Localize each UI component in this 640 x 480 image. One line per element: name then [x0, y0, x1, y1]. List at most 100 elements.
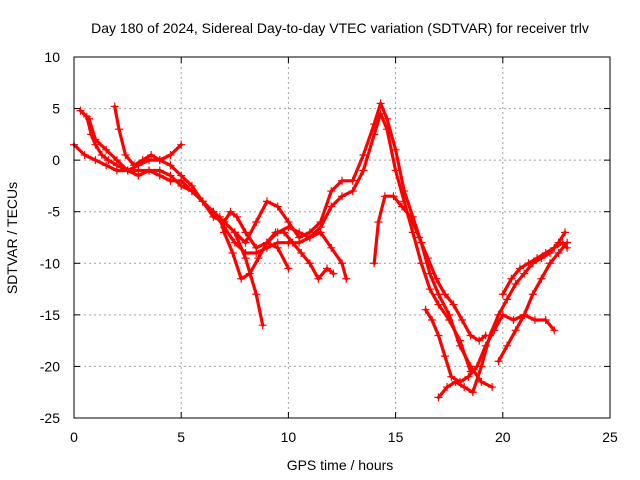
- data-point: [550, 326, 559, 335]
- data-point: [520, 310, 529, 319]
- y-tick-label: 5: [52, 101, 60, 117]
- data-point: [155, 156, 164, 165]
- chart-title: Day 180 of 2024, Sidereal Day-to-day VTE…: [91, 20, 589, 36]
- data-point: [91, 156, 100, 165]
- data-point: [262, 197, 271, 206]
- data-point: [230, 228, 239, 237]
- data-point: [177, 140, 186, 149]
- data-point: [252, 248, 261, 257]
- data-point: [284, 264, 293, 273]
- data-point: [123, 166, 132, 175]
- data-point: [273, 202, 282, 211]
- data-point: [455, 336, 464, 345]
- data-point: [102, 145, 111, 154]
- data-point: [305, 233, 314, 242]
- data-point: [400, 197, 409, 206]
- data-point: [177, 171, 186, 180]
- x-tick-label: 15: [388, 429, 404, 445]
- data-point: [342, 274, 351, 283]
- data-point: [524, 259, 533, 268]
- x-tick-label: 10: [281, 429, 297, 445]
- data-point: [97, 150, 106, 159]
- data-point: [398, 202, 407, 211]
- data-point: [509, 316, 518, 325]
- data-point: [498, 290, 507, 299]
- y-tick-label: 0: [52, 152, 60, 168]
- y-tick-label: -10: [40, 255, 60, 271]
- data-point: [376, 109, 385, 118]
- data-point: [187, 181, 196, 190]
- data-point: [475, 336, 484, 345]
- data-point: [338, 176, 346, 185]
- data-point: [380, 192, 389, 201]
- data-point: [541, 248, 550, 257]
- data-point: [348, 176, 357, 185]
- data-point: [329, 269, 338, 278]
- data-point: [563, 243, 572, 252]
- plot-frame: [73, 56, 611, 419]
- data-point: [166, 171, 175, 180]
- x-tick-label: 5: [177, 429, 185, 445]
- data-point: [297, 248, 306, 257]
- data-point: [166, 161, 175, 170]
- data-point: [494, 357, 503, 366]
- series-sat-08: [370, 192, 490, 345]
- data-point: [134, 171, 143, 180]
- data-point: [406, 212, 415, 221]
- tick-layer: 0 5 10 15 20 25 -25 -20 -15 -10 -5 0 5 10: [40, 49, 618, 445]
- data-point: [449, 300, 458, 309]
- data-point: [425, 285, 434, 294]
- data-point: [145, 166, 154, 175]
- y-tick-label: 10: [44, 49, 60, 65]
- data-point: [245, 269, 254, 278]
- y-tick-label: -5: [48, 204, 61, 220]
- data-point: [314, 274, 323, 283]
- data-point: [230, 238, 239, 247]
- data-point: [511, 279, 520, 288]
- series-sat-04: [110, 102, 351, 283]
- data-point: [528, 290, 537, 299]
- data-point: [102, 161, 111, 170]
- data-point: [237, 274, 246, 283]
- x-axis-label: GPS time / hours: [287, 457, 394, 473]
- data-point: [110, 102, 119, 111]
- data-point: [215, 212, 224, 221]
- series-trace: [265, 112, 473, 374]
- data-point: [327, 187, 336, 196]
- x-tick-label: 20: [495, 429, 511, 445]
- x-tick-label: 0: [70, 429, 78, 445]
- data-point: [338, 192, 346, 201]
- data-point: [458, 316, 467, 325]
- data-point: [440, 352, 449, 361]
- data-point: [209, 207, 218, 216]
- y-tick-label: -25: [40, 410, 60, 426]
- data-point: [415, 233, 424, 242]
- data-point: [533, 254, 542, 263]
- data-point: [338, 259, 346, 268]
- data-point: [295, 228, 304, 237]
- data-point: [468, 388, 477, 397]
- data-point: [451, 377, 460, 386]
- data-point: [485, 331, 494, 340]
- data-point: [121, 150, 130, 159]
- data-point: [262, 238, 271, 247]
- data-point: [226, 207, 235, 216]
- data-point: [511, 326, 520, 335]
- data-point: [515, 264, 524, 273]
- series-trace: [78, 108, 265, 327]
- data-point: [288, 238, 297, 247]
- data-point: [550, 243, 559, 252]
- data-point: [241, 238, 250, 247]
- data-point: [494, 310, 503, 319]
- data-point: [284, 223, 293, 232]
- data-point: [252, 290, 261, 299]
- data-point: [305, 259, 314, 268]
- data-point: [507, 274, 516, 283]
- data-point: [466, 331, 475, 340]
- x-tick-label: 25: [602, 429, 618, 445]
- data-point: [220, 228, 229, 237]
- data-point: [488, 383, 497, 392]
- data-point: [376, 99, 385, 108]
- data-point: [138, 156, 147, 165]
- data-point: [477, 377, 486, 386]
